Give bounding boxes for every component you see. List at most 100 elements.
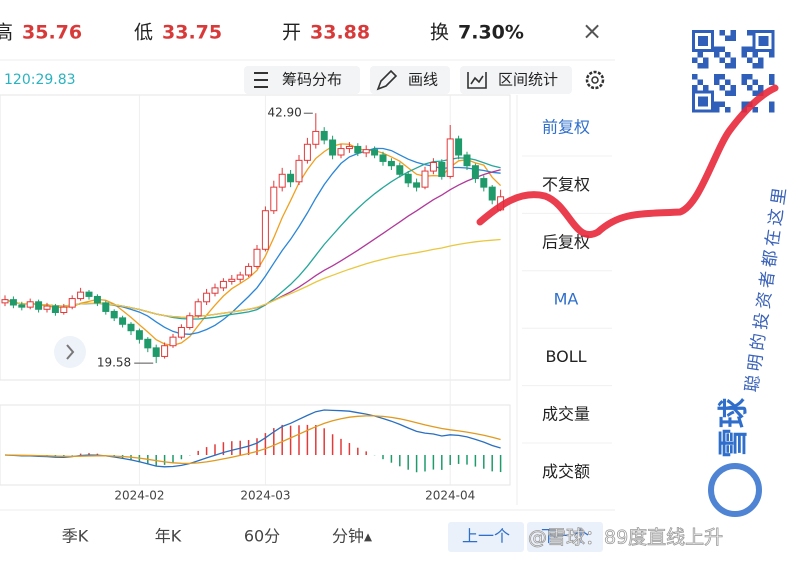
qr-cell xyxy=(692,85,698,91)
x-tick-label: 2024-03 xyxy=(240,489,290,503)
candle-body xyxy=(35,301,43,310)
candle-body xyxy=(26,301,34,308)
settings-button[interactable] xyxy=(585,70,605,90)
stat-value: 35.76 xyxy=(22,22,82,44)
menu-item[interactable]: 后复权 xyxy=(542,232,590,251)
candle-body xyxy=(354,145,362,154)
candle-body xyxy=(1,299,9,304)
qr-cell xyxy=(769,107,775,113)
qr-cell xyxy=(730,35,736,41)
candle-body xyxy=(144,338,152,349)
qr-cell xyxy=(719,46,725,52)
qr-cell xyxy=(719,57,725,63)
candle-body xyxy=(278,173,286,188)
candle-body xyxy=(320,130,328,141)
candle-body xyxy=(119,317,127,325)
menu-item[interactable]: 成交量 xyxy=(542,405,590,424)
qr-cell xyxy=(714,74,720,80)
icon-pen xyxy=(376,69,398,91)
tab-button[interactable] xyxy=(527,522,603,552)
qr-cell xyxy=(725,52,731,58)
close-button[interactable]: × xyxy=(582,17,602,45)
candle-body xyxy=(396,165,404,175)
candle-body xyxy=(43,305,51,310)
qr-cell xyxy=(697,63,703,69)
qr-cell xyxy=(752,90,758,96)
logo-ring xyxy=(708,463,762,517)
candle-body xyxy=(245,265,253,276)
qr-finder xyxy=(698,96,708,107)
candle-body xyxy=(488,186,496,201)
tab[interactable]: 下一个 xyxy=(541,527,589,546)
annotation: 19.58 xyxy=(97,356,131,370)
candle-body xyxy=(362,149,370,154)
ma-line xyxy=(4,143,502,346)
scroll-button[interactable] xyxy=(54,336,86,368)
qr-cell xyxy=(719,74,725,80)
menu-item[interactable]: BOLL xyxy=(545,347,586,366)
macd-line xyxy=(4,415,501,465)
qr-cell xyxy=(752,107,758,113)
candle-body xyxy=(429,162,437,172)
qr-finder xyxy=(692,30,714,52)
tab-button[interactable] xyxy=(448,522,524,552)
ma-line xyxy=(4,238,501,318)
tab[interactable]: 年K xyxy=(155,527,182,546)
qr-cell xyxy=(747,85,753,91)
settings-dot xyxy=(591,76,599,84)
candle-body xyxy=(85,291,93,297)
tab[interactable]: 上一个 xyxy=(462,527,510,546)
candle-body xyxy=(135,330,143,340)
candle-body xyxy=(51,305,59,314)
candle-body xyxy=(287,173,295,183)
qr-cell xyxy=(752,63,758,69)
qr-cell xyxy=(714,46,720,52)
qr-cell xyxy=(730,63,736,69)
candle-body xyxy=(186,315,194,329)
candle-body xyxy=(421,170,429,188)
tool-button[interactable] xyxy=(244,66,360,94)
qr-cell xyxy=(692,57,698,63)
tool-button-label: 画线 xyxy=(408,71,438,89)
menu-item[interactable]: 不复权 xyxy=(542,175,590,194)
menu-item[interactable]: 成交额 xyxy=(542,462,590,481)
qr-finder xyxy=(692,90,714,113)
candle-body xyxy=(387,160,395,167)
menu-item[interactable]: 前复权 xyxy=(542,118,590,137)
qr-cell xyxy=(741,46,747,52)
qr-cell xyxy=(725,90,731,96)
tool-button[interactable] xyxy=(460,66,572,94)
candle-body xyxy=(127,323,135,332)
qr-cell xyxy=(769,74,775,80)
icon-list xyxy=(254,72,268,88)
qr-cell xyxy=(747,30,753,36)
menu-item[interactable]: MA xyxy=(554,290,579,309)
candle-body xyxy=(77,291,85,300)
tab[interactable]: 季K xyxy=(62,527,89,546)
qr-cell xyxy=(752,52,758,58)
candle-body xyxy=(413,182,421,188)
tab[interactable]: 60分 xyxy=(244,527,280,546)
x-tick-label: 2024-02 xyxy=(114,489,164,503)
x-tick-label: 2024-04 xyxy=(425,489,475,503)
qr-cell xyxy=(741,74,747,80)
red-curve xyxy=(476,84,779,238)
candle-body xyxy=(337,148,345,156)
qr-finder xyxy=(752,30,775,52)
candle-body xyxy=(253,248,261,267)
qr-cell xyxy=(747,46,753,52)
tab[interactable]: 分钟▴ xyxy=(332,527,372,546)
qr-cell xyxy=(719,30,725,36)
credit: @雪球：89度直线上升 xyxy=(528,527,723,549)
qr-cell xyxy=(741,101,747,107)
price-panel xyxy=(0,94,511,381)
candle-body xyxy=(463,154,471,167)
qr-cell xyxy=(758,63,764,69)
chevron xyxy=(66,344,75,360)
candle-body xyxy=(161,345,169,357)
qr-cell xyxy=(714,107,720,113)
candle-body xyxy=(18,304,26,308)
candle-body xyxy=(194,301,202,317)
qr-cell xyxy=(769,101,775,107)
